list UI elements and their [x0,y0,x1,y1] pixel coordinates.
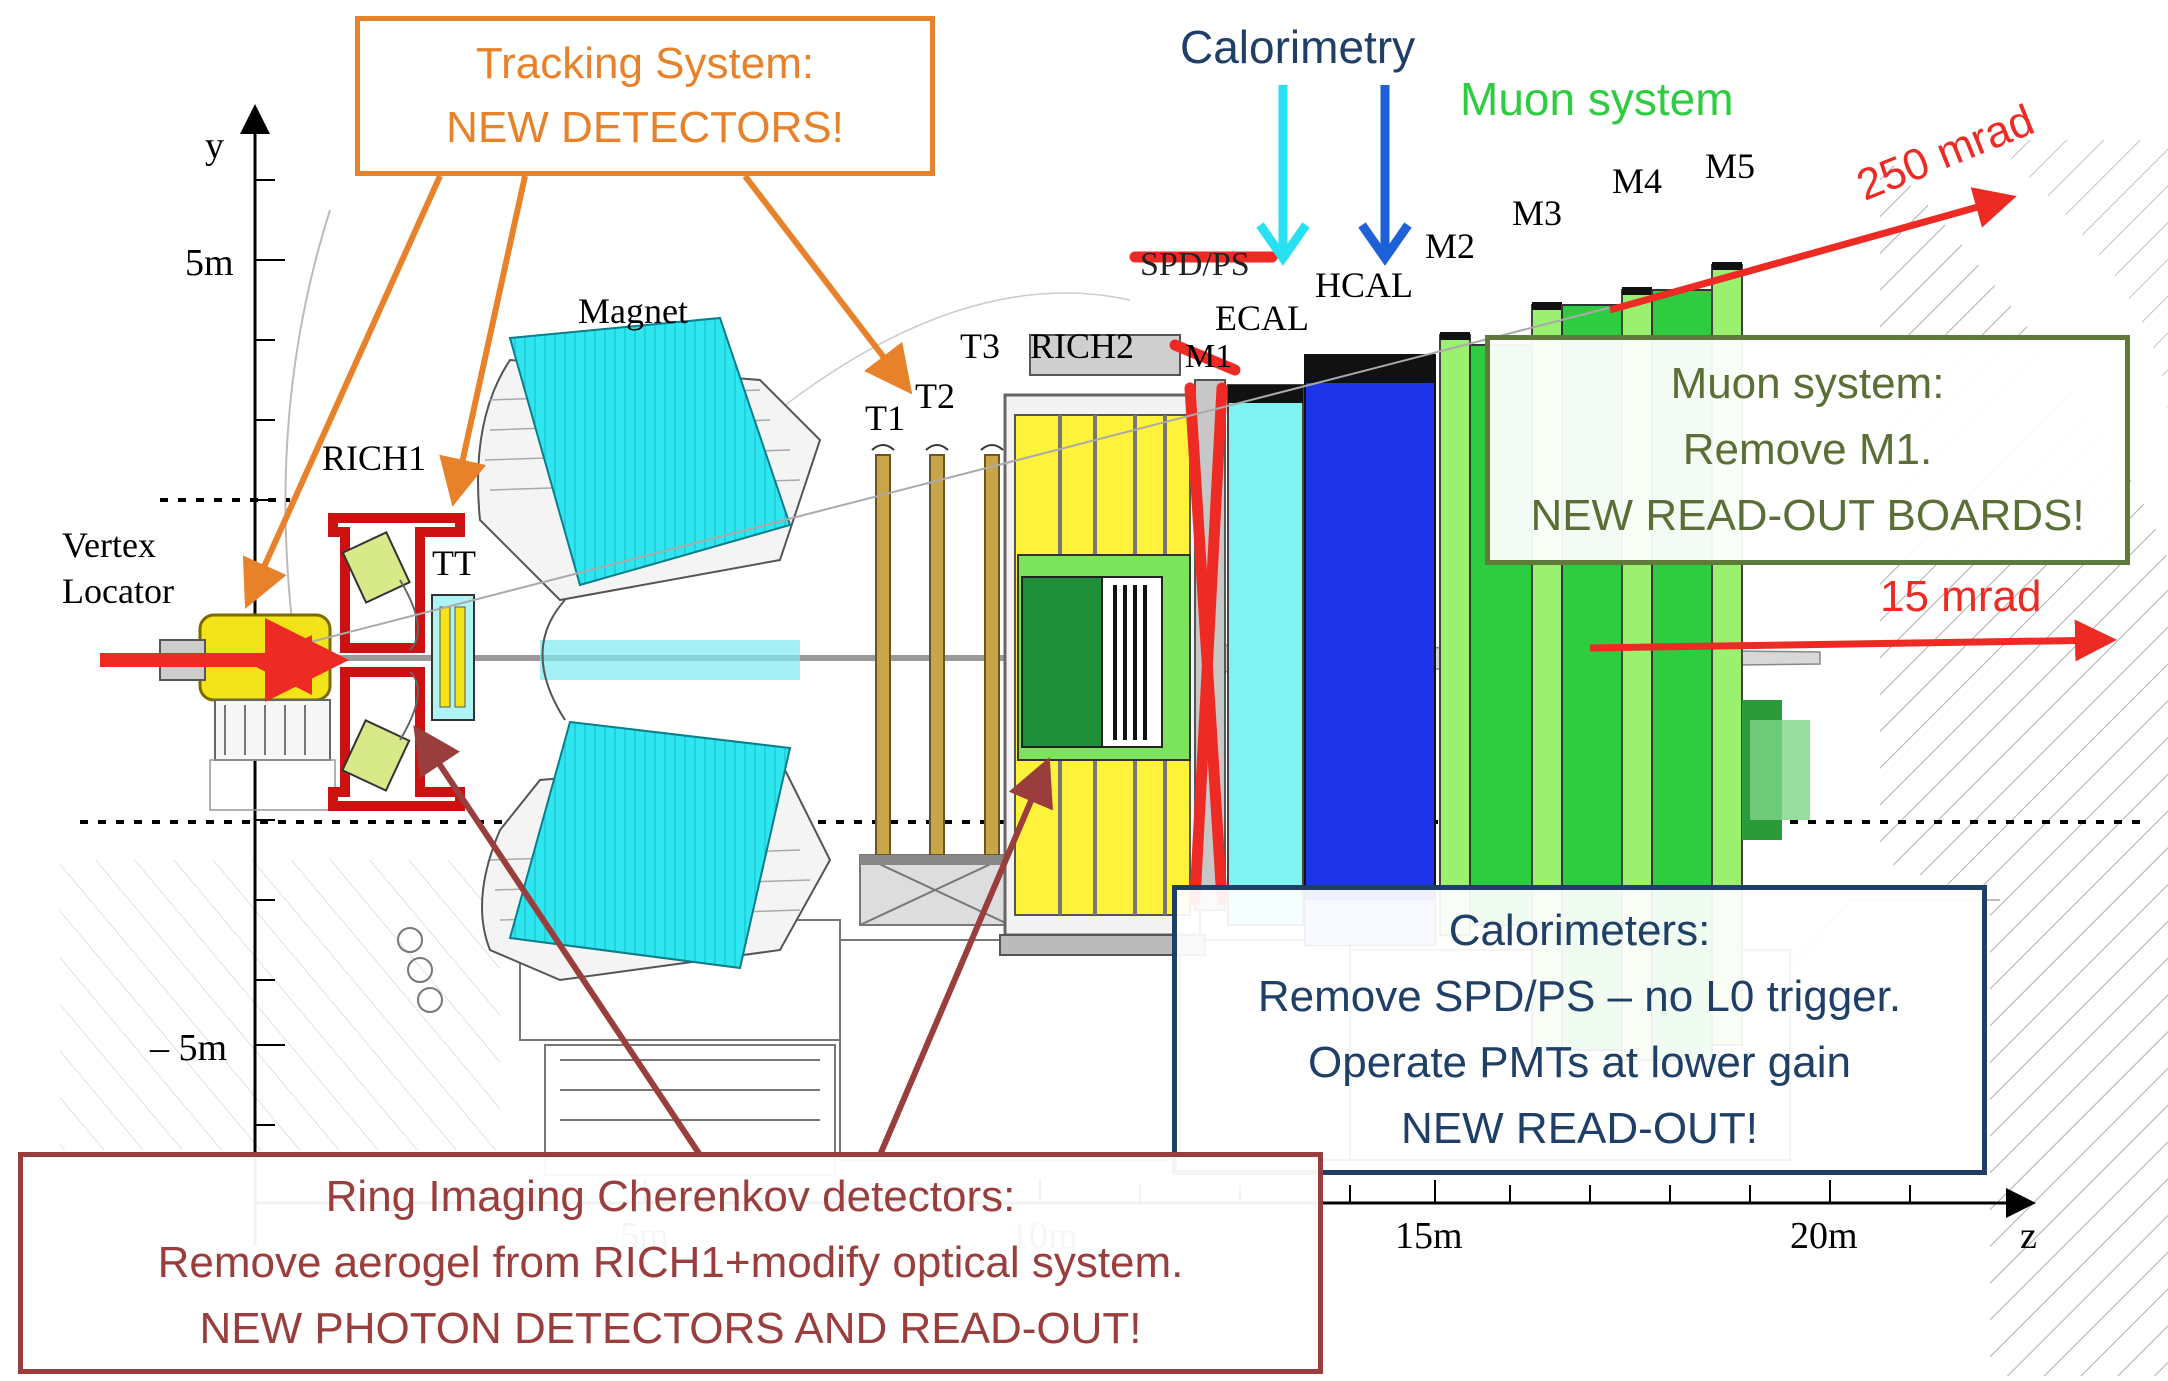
calorimetry-title: Calorimetry [1180,21,1416,73]
magnet-label: Magnet [578,291,688,331]
m4-label: M4 [1612,161,1662,201]
m2-label: M2 [1425,226,1475,266]
tracking-arrows [242,174,913,609]
calorimeter-stack [1194,354,1436,946]
tracking-system-callout: Tracking System: NEW DETECTORS! [355,16,935,176]
vertex-locator-label-2: Locator [62,571,174,611]
tt-label: TT [432,543,476,583]
muon-system-callout: Muon system: Remove M1. NEW READ-OUT BOA… [1485,335,2130,565]
muon-system-title: Muon system [1460,73,1734,125]
acceptance-lines [100,187,2117,702]
rich1-label: RICH1 [322,438,426,478]
m3-label: M3 [1512,193,1562,233]
y-tick-5m: 5m [185,242,234,284]
ecal-label: ECAL [1215,298,1309,338]
rich-callout-line-2: Remove aerogel from RICH1+modify optical… [157,1238,1184,1287]
calo-callout-line-3: Operate PMTs at lower gain [1308,1038,1851,1087]
hcal-label: HCAL [1315,265,1413,305]
vertex-locator [159,613,336,811]
magnet [477,316,832,982]
z-tick-20m: 20m [1790,1215,1858,1257]
tt-station [431,594,475,721]
rich-callout-line-3: NEW PHOTON DETECTORS AND READ-OUT! [199,1304,1142,1353]
calo-callout-line-4: NEW READ-OUT! [1401,1104,1758,1153]
calorimeters-callout: Calorimeters: Remove SPD/PS – no L0 trig… [1172,885,1987,1175]
calorimetry-arrows [1256,85,1412,266]
muon-callout-line-1: Muon system: [1670,359,1945,408]
y-axis-label: y [205,125,224,167]
tracking-callout-line-1: Tracking System: [475,39,815,88]
m5-label: M5 [1705,146,1755,186]
z-axis-label: z [2020,1215,2037,1257]
rich2-detector [999,334,1206,956]
rich1-detector [328,513,465,811]
vertex-locator-label-1: Vertex [62,525,156,565]
muon-callout-line-2: Remove M1. [1682,425,1933,474]
t3-label: T3 [960,326,1000,366]
rich-detectors-callout: Ring Imaging Cherenkov detectors: Remove… [18,1152,1323,1374]
rich2-label: RICH2 [1030,326,1134,366]
t2-label: T2 [915,376,955,416]
rich-callout-line-1: Ring Imaging Cherenkov detectors: [325,1172,1016,1221]
tracking-callout-line-2: NEW DETECTORS! [446,103,844,152]
remove-m1-spd-cross [1129,251,1278,906]
y-tick-minus-5m: – 5m [149,1027,227,1069]
angle-15-mrad-label: 15 mrad [1880,572,2042,621]
calo-callout-line-1: Calorimeters: [1448,906,1711,955]
calo-callout-line-2: Remove SPD/PS – no L0 trigger. [1257,972,1902,1021]
muon-callout-line-3: NEW READ-OUT BOARDS! [1530,491,2085,540]
spd-ps-label: SPD/PS [1140,246,1250,283]
m1-label: M1 [1185,338,1232,375]
t1-label: T1 [865,398,905,438]
z-tick-15m: 15m [1395,1215,1463,1257]
dotted-levels [80,498,2150,824]
tracking-stations [860,444,1010,865]
rich-arrows [413,725,1053,1157]
